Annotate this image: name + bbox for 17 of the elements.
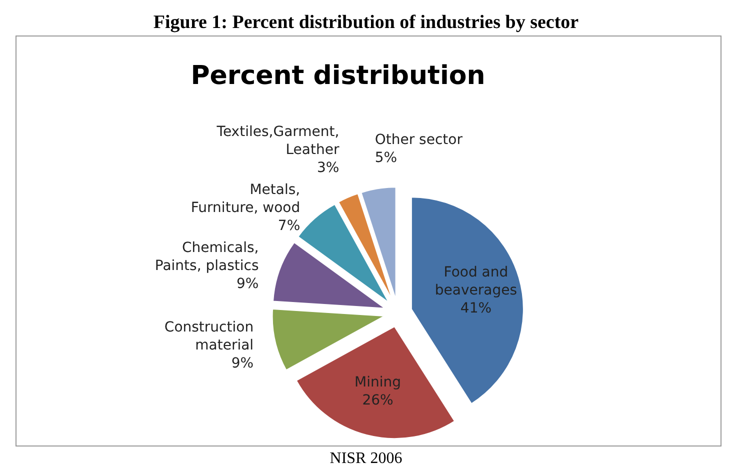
text: NISR 2006: [330, 450, 402, 467]
data-label: 9%: [231, 355, 254, 372]
slice-label: Textiles,Garment, Leather: [216, 124, 340, 158]
data-label: 7%: [278, 218, 300, 234]
chart-subtitle: Percent distribution: [190, 61, 486, 91]
data-label: 41%: [460, 300, 492, 316]
slice-label: Construction material: [164, 319, 254, 354]
data-label: 5%: [374, 150, 398, 166]
data-label: 26%: [362, 392, 394, 409]
chart-title: Figure 1: Percent distribution of industries by sector: [153, 12, 580, 33]
slice-label: Mining: [354, 374, 402, 391]
slice-label: Other sector: [374, 132, 463, 148]
data-label: 9%: [236, 276, 259, 292]
slice-label: Food and beaverages: [434, 264, 518, 298]
slice-label: Chemicals, Paints, plastics: [154, 240, 259, 274]
data-label: 3%: [317, 160, 340, 176]
slice-label: Metals, Furniture, wood: [190, 182, 300, 216]
